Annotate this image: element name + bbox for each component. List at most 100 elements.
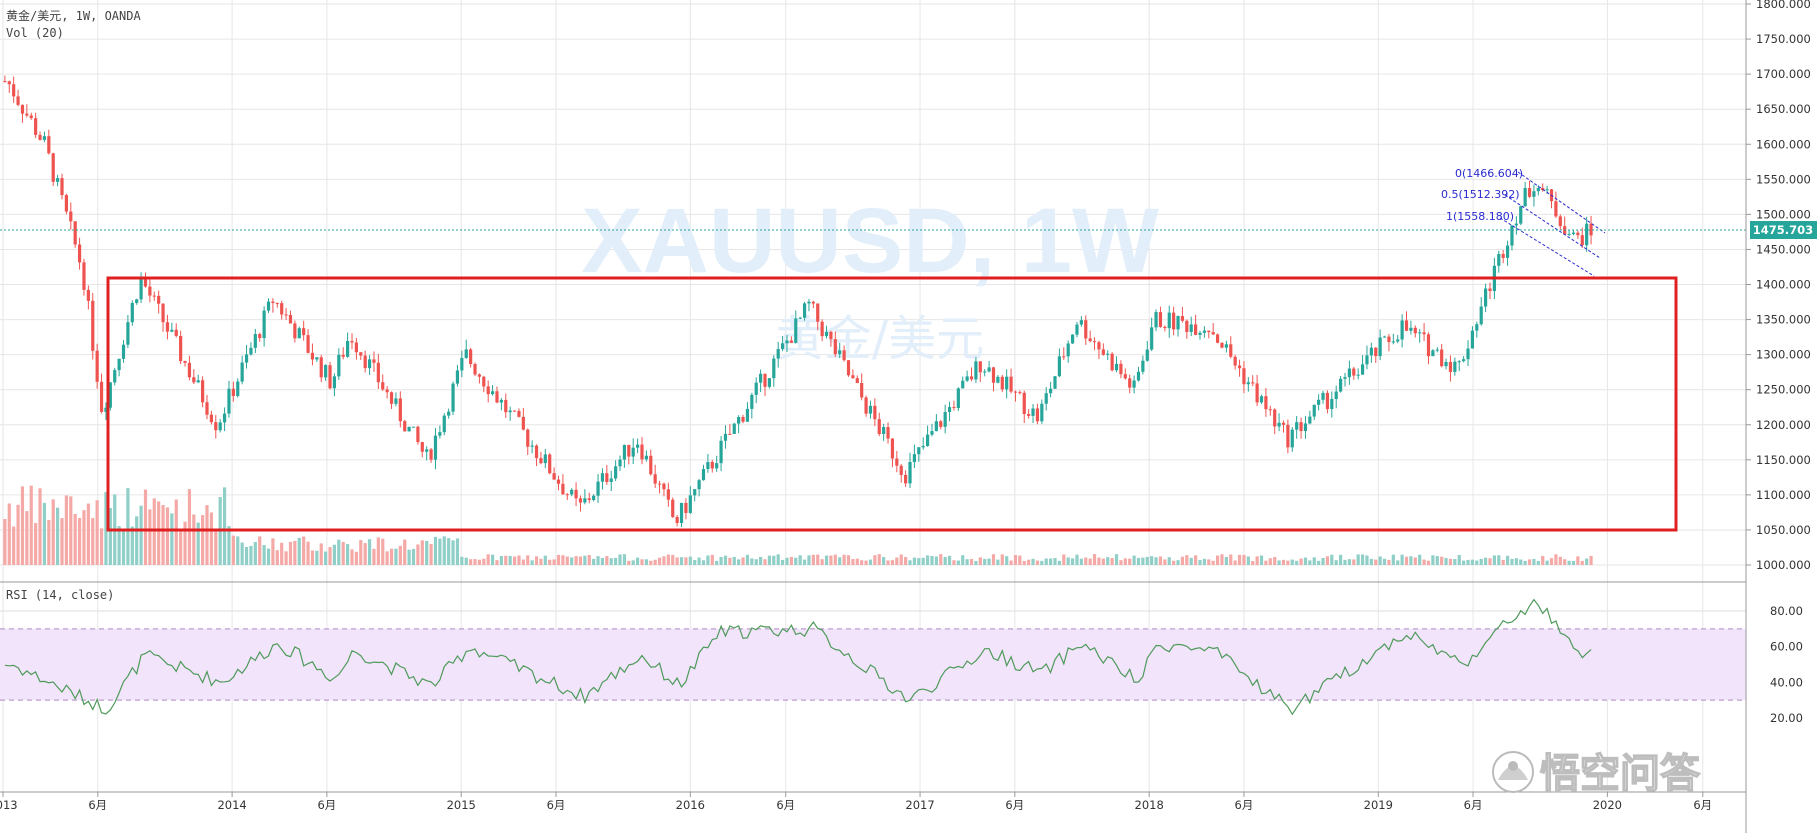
volume-bar xyxy=(29,485,33,565)
candle xyxy=(1347,368,1351,378)
volume-bar xyxy=(1106,557,1110,565)
candle xyxy=(1167,312,1171,329)
candle xyxy=(477,374,482,377)
price-axis[interactable]: 1800.000 1750.000 1700.000 1650.000 1600.000… xyxy=(1746,0,1811,572)
volume-bar xyxy=(969,559,974,565)
rsi-tick-label: 80.00 xyxy=(1770,604,1803,618)
candle xyxy=(192,377,196,383)
candle xyxy=(1457,361,1461,363)
candle xyxy=(12,84,16,97)
candle xyxy=(1018,392,1022,394)
candle xyxy=(1365,355,1369,365)
volume-bar xyxy=(20,486,25,565)
candle xyxy=(297,328,301,339)
candle xyxy=(1123,374,1127,379)
candle xyxy=(218,422,222,431)
candle xyxy=(319,357,323,378)
candle xyxy=(1391,341,1395,343)
candle xyxy=(785,340,789,344)
volume-bar xyxy=(460,556,464,565)
volume-bar xyxy=(1128,558,1132,565)
volume-bar xyxy=(785,557,789,565)
rsi-axis[interactable]: 80.00 60.00 40.00 20.00 xyxy=(1770,604,1803,725)
volume-bar xyxy=(930,555,934,565)
volume-bar xyxy=(521,559,525,565)
candle xyxy=(904,474,908,484)
volume-bar xyxy=(745,554,750,565)
volume-bar xyxy=(464,557,468,565)
candle xyxy=(631,447,635,457)
volume-bar xyxy=(882,557,886,565)
volume-bar xyxy=(719,556,723,565)
volume-bar xyxy=(1580,560,1584,565)
candle xyxy=(222,413,227,423)
volume-bar xyxy=(1277,560,1281,565)
volume-bar xyxy=(824,555,829,565)
candle xyxy=(73,221,77,245)
volume-bar xyxy=(864,560,868,565)
volume-bar xyxy=(1325,556,1330,565)
candle xyxy=(570,489,574,495)
candle xyxy=(420,442,424,452)
volume-bar xyxy=(394,548,398,565)
candle xyxy=(1514,223,1518,226)
volume-bar xyxy=(262,545,266,565)
volume-bar xyxy=(56,507,60,565)
price-tick-label: 1150.000 xyxy=(1756,453,1811,467)
fib-channel[interactable]: 0(1466.604) 0.5(1512.392) 1(1558.180) xyxy=(1441,167,1606,277)
candle xyxy=(600,473,605,482)
volume-bar xyxy=(135,516,139,565)
candle xyxy=(1466,348,1470,360)
candle xyxy=(952,407,956,409)
volume-bar xyxy=(179,529,183,565)
candle xyxy=(1194,324,1198,335)
candle xyxy=(1128,378,1132,388)
volume-bar xyxy=(679,557,684,565)
candle xyxy=(143,276,148,287)
volume-bar xyxy=(495,560,499,565)
volume-bar xyxy=(631,560,635,565)
candle xyxy=(846,360,851,376)
candle xyxy=(332,376,337,389)
volume-bar xyxy=(517,555,521,565)
volume-bar xyxy=(794,557,798,565)
volume-bar xyxy=(618,554,622,565)
candle xyxy=(1114,363,1119,371)
time-axis[interactable]: 2013 6月 2014 6月 2015 6月 2016 6月 2017 6月 2018 6月 2019… xyxy=(0,792,1712,812)
volume-bar xyxy=(170,513,174,565)
volume-label: Vol (20) xyxy=(6,26,64,40)
candle xyxy=(1049,388,1053,394)
candle xyxy=(517,411,521,417)
candle xyxy=(635,444,640,448)
volume-bar xyxy=(833,554,837,565)
candle xyxy=(1418,332,1422,334)
candle xyxy=(51,153,55,182)
candle xyxy=(925,434,930,446)
candle xyxy=(996,376,1000,383)
rsi-tick-label: 40.00 xyxy=(1770,675,1803,689)
volume-bar xyxy=(1299,558,1303,565)
candle xyxy=(1505,245,1510,258)
highlight-box[interactable] xyxy=(106,276,1678,532)
volume-bar xyxy=(201,515,205,565)
volume-bar xyxy=(548,559,552,565)
volume-bar xyxy=(1062,554,1066,565)
volume-bar xyxy=(1510,558,1514,565)
volume-bar xyxy=(996,559,1000,565)
candle xyxy=(1215,334,1220,343)
candle xyxy=(381,382,385,390)
volume-bar xyxy=(574,556,578,565)
volume-bar xyxy=(319,543,323,565)
candle xyxy=(376,362,380,383)
volume-bar xyxy=(3,519,7,565)
volume-bar xyxy=(205,505,209,565)
candle xyxy=(350,340,354,343)
volume-bar xyxy=(7,503,11,565)
volume-bar xyxy=(1418,554,1422,565)
candle xyxy=(7,81,11,85)
candle xyxy=(882,427,886,435)
volume-bar xyxy=(508,555,512,565)
rsi-tick-label: 60.00 xyxy=(1770,640,1803,654)
volume-bar xyxy=(592,558,596,565)
